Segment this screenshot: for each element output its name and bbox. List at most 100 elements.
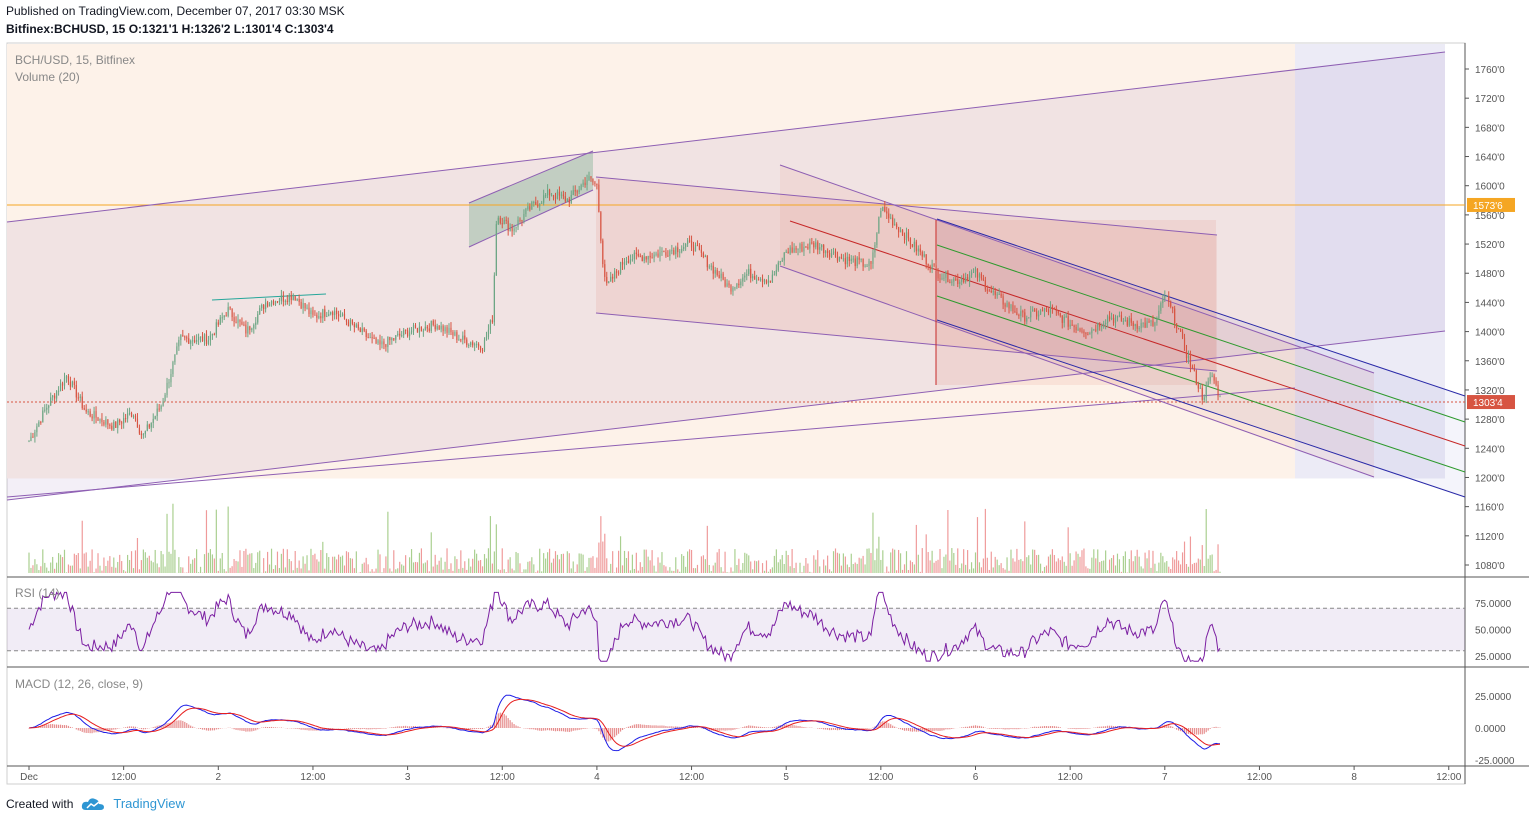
candle-body [426,326,428,329]
candle-body [1156,318,1158,323]
candle-body [610,276,612,282]
candle-body [947,271,949,283]
volume-bar [1103,560,1105,573]
candle-body [547,189,549,196]
macd-histogram [687,726,689,728]
macd-histogram [359,728,361,730]
candle-body [85,409,87,412]
candle-body [416,327,419,333]
macd-histogram [127,726,129,728]
volume-bar [499,569,501,573]
volume-bar [592,556,594,573]
volume-bar [485,558,488,573]
macd-histogram [1018,728,1020,730]
candle-body [164,394,166,402]
macd-histogram [673,726,675,728]
macd-histogram [905,728,908,731]
candle-body [817,242,819,250]
candle-body [511,227,513,232]
volume-bar [951,548,953,573]
macd-histogram [675,726,677,728]
volume-bar [864,564,866,573]
volume-bar [696,564,699,573]
volume-bar [580,553,582,573]
price-tick-label: 1360'0 [1475,357,1505,368]
macd-histogram [176,720,178,728]
candle-body [929,266,931,270]
macd-histogram [468,728,470,730]
candle-body [300,301,302,309]
candle-body [219,317,221,325]
candle-body [1215,380,1217,385]
candle-body [888,213,890,219]
macd-histogram [805,727,807,728]
candle-body [276,301,279,303]
candle-body [225,315,227,317]
volume-bar [292,570,294,573]
volume-bar [387,511,389,573]
macd-histogram [913,728,915,732]
candle-body [550,195,553,197]
volume-bar [322,541,324,573]
candle-body [162,401,164,406]
candle-body [905,232,908,241]
candle-body [681,248,683,252]
macd-histogram [197,728,200,729]
macd-histogram [862,728,864,729]
volume-bar [803,565,805,573]
volume-bar [156,563,158,573]
candle-body [1132,322,1134,327]
candle-body [115,421,117,428]
macd-histogram [247,728,249,732]
volume-bar [79,568,81,573]
macd-histogram [217,728,219,730]
candle-body [1091,329,1093,334]
candle-body [945,271,947,278]
trend-line [6,51,1446,223]
macd-histogram [974,725,977,728]
volume-bar [1049,554,1052,573]
macd-histogram [1170,725,1172,728]
trend-line [595,176,1218,236]
volume-bar [694,568,697,573]
candle-body [365,330,367,338]
candle-body [337,313,340,317]
macd-histogram [511,722,513,728]
candle-body [566,198,568,202]
volume-bar [446,548,448,573]
descending-channel-2-fill [780,165,1374,477]
volume-bar [1004,569,1006,573]
volume-bar [115,567,117,573]
candle-body [381,341,383,345]
candle-body [399,333,401,336]
volume-bar [830,571,833,573]
volume-bar [982,558,984,573]
volume-bar [1118,559,1121,573]
candle-body [714,270,716,274]
candle-body [1039,310,1042,315]
candle-body [645,256,647,260]
candle-body [1162,298,1164,304]
candle-body [93,411,95,419]
volume-bar [1162,556,1164,573]
volume-bar [495,524,497,573]
volume-bar [621,565,624,573]
tradingview-brand[interactable]: TradingView [113,796,185,811]
candle-body [430,320,432,331]
volume-bar [817,550,819,573]
macd-histogram [978,725,981,728]
candle-body [779,260,781,263]
time-tick-label: 8 [1351,772,1357,783]
volume-bar [245,548,247,573]
candle-body [974,268,977,273]
volume-bar [716,552,718,573]
candle-body [1043,308,1046,312]
macd-histogram [696,727,699,728]
macd-histogram [773,726,775,728]
volume-bar [1002,568,1004,573]
candle-body [30,436,32,442]
macd-histogram [1075,728,1077,730]
volume-bar [543,553,545,573]
volume-bar [251,553,253,573]
